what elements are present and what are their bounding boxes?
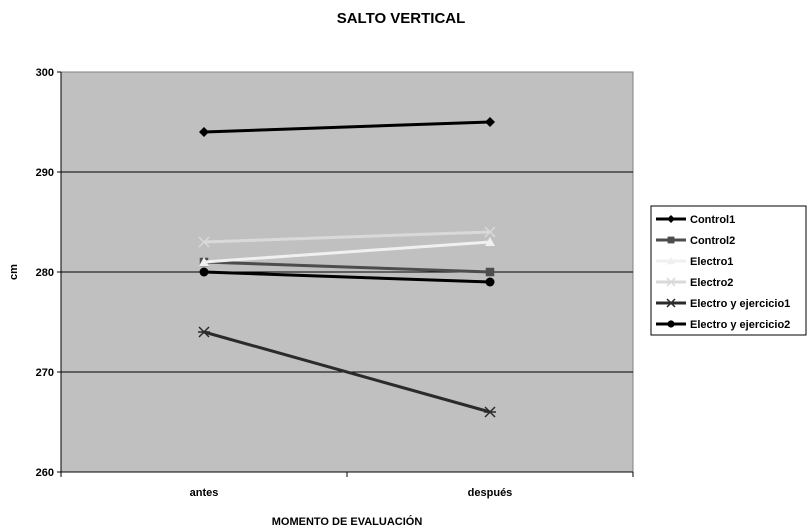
series-line [203,330,491,414]
y-axis-title: cm [8,264,20,280]
data-point [666,277,676,287]
legend-label: Electro2 [690,277,733,289]
legend-label: Electro y ejercicio1 [690,298,790,310]
series-line [203,120,491,134]
data-point [666,298,676,308]
data-point [667,236,675,244]
data-point [485,267,495,277]
data-point [485,117,495,127]
data-point [667,215,675,223]
legend-label: Electro y ejercicio2 [690,319,790,331]
series-line [203,230,491,244]
x-tick-label: después [468,487,513,499]
series-electro-y-ejercicio1 [198,326,496,418]
legend-box [650,205,807,336]
data-point [667,257,675,265]
legend-label: Control1 [690,214,735,226]
series-electro2 [198,226,496,248]
data-point [198,326,210,338]
legend-item: Control1 [656,214,735,226]
y-tick-label: 270 [36,367,54,379]
data-point [667,320,675,328]
data-point [485,237,495,246]
data-point [484,406,496,418]
chart-title: SALTO VERTICAL [337,10,466,27]
series-electro-y-ejercicio2 [199,267,495,287]
data-point [199,127,209,137]
legend-label: Electro1 [690,256,733,268]
data-point [199,267,209,277]
x-axis-title: MOMENTO DE EVALUACIÓN [272,515,423,528]
series-layer [198,117,496,418]
y-tick-label: 280 [36,267,54,279]
series-line [203,270,491,284]
series-electro1 [199,237,495,266]
y-tick-label: 260 [36,467,54,479]
legend-item: Electro y ejercicio1 [656,298,790,310]
series-control1 [199,117,495,137]
data-point [485,277,495,287]
legend-label: Control2 [690,235,735,247]
series-line [203,260,491,274]
legend: Control1 Control2 Electro1 Electro2 Electro … [650,205,807,336]
legend-item: Electro y ejercicio2 [656,319,790,331]
x-tick-label: antes [190,487,219,499]
legend-item: Electro1 [656,256,733,268]
series-line [203,240,491,264]
y-tick-label: 290 [36,167,54,179]
legend-item: Electro2 [656,277,733,289]
y-tick-label: 300 [36,67,54,79]
data-point [484,226,496,238]
legend-item: Control2 [656,235,735,247]
data-point [198,236,210,248]
axes: 260 270 280 290 300 antes después [36,67,634,499]
data-point [199,257,209,266]
